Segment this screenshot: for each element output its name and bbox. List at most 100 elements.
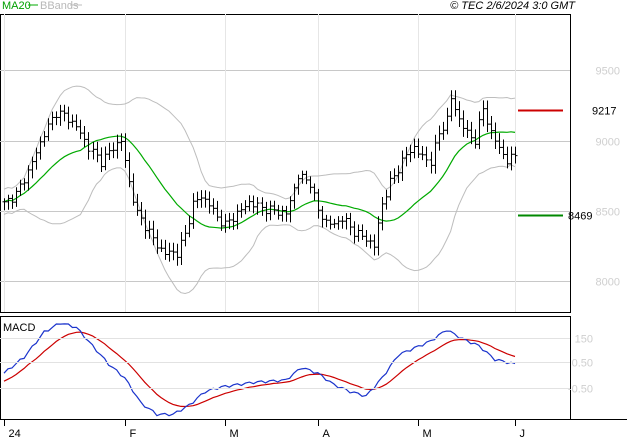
price-bar [372, 234, 377, 256]
price-bar [227, 212, 232, 230]
price-bar [424, 146, 429, 168]
price-bar [219, 209, 224, 231]
price-bar [135, 193, 140, 216]
price-bar [380, 196, 385, 231]
time-axis: 24 F M A M J [4, 419, 526, 440]
price-bar [155, 229, 160, 254]
price-bar [223, 213, 228, 233]
price-bar [493, 122, 498, 150]
price-bar [429, 151, 434, 174]
price-bar [272, 200, 277, 215]
price-bar [509, 146, 514, 171]
price-bar [203, 190, 208, 208]
price-bar [437, 125, 442, 151]
price-bar [91, 141, 96, 160]
price-bar [103, 146, 108, 171]
time-tick-label: J [520, 428, 526, 440]
price-bar [356, 224, 361, 242]
price-bar [243, 200, 248, 215]
price-bar [179, 232, 184, 265]
price-bar [348, 212, 353, 236]
price-bar [111, 142, 116, 159]
price-bar [207, 191, 212, 214]
price-bar [147, 220, 152, 239]
price-bar [46, 118, 51, 141]
price-bar [247, 195, 252, 212]
price-bar [280, 205, 285, 222]
price-bar [2, 198, 7, 211]
ma20-line [3, 131, 516, 229]
price-bar [191, 193, 196, 229]
support-resistance-levels: 9217 8469 [518, 106, 616, 223]
price-bar [211, 198, 216, 215]
price-bar [175, 243, 180, 266]
price-bar [127, 152, 132, 188]
price-bar [477, 111, 482, 150]
price-bar [50, 111, 55, 131]
price-bar [268, 200, 273, 221]
price-bar [18, 179, 23, 196]
price-bar [167, 242, 172, 262]
price-bar [396, 165, 401, 183]
price-bar [457, 101, 462, 127]
price-bar [34, 147, 39, 170]
price-bar [376, 216, 381, 256]
price-bar [115, 134, 120, 159]
price-bar [340, 215, 345, 229]
price-bar [296, 174, 301, 195]
price-bar [187, 215, 192, 238]
price-bar [74, 114, 79, 131]
price-bar [239, 203, 244, 218]
price-bar [304, 170, 309, 185]
price-bar [107, 142, 112, 161]
price-bar [66, 106, 71, 130]
price-bar [6, 194, 11, 210]
price-bar [473, 129, 478, 149]
price-bar [231, 213, 236, 230]
price-bar [469, 121, 474, 145]
price-bar [408, 144, 413, 163]
price-bar [30, 156, 35, 179]
price-bar [485, 100, 490, 133]
price-bar [58, 104, 63, 126]
price-bar [255, 197, 260, 215]
price-bar [513, 146, 518, 164]
price-bar [70, 114, 75, 128]
price-panel-frame [0, 14, 571, 313]
price-bar [260, 197, 265, 216]
bbands-legend: BBands [40, 0, 79, 12]
price-bar [344, 213, 349, 230]
price-bar [392, 168, 397, 184]
copyright-timestamp: © TEC 2/6/2024 3:0 GMT [450, 0, 576, 12]
price-bar [465, 120, 470, 139]
price-bar [445, 107, 450, 135]
macd-line [3, 323, 516, 417]
price-bar [481, 100, 486, 127]
price-bar [316, 188, 321, 219]
price-bar [324, 214, 329, 228]
price-bar [312, 183, 317, 201]
price-bar [384, 189, 389, 210]
time-tick-label: M [230, 428, 239, 440]
price-bar [360, 224, 365, 240]
price-bar [412, 138, 417, 159]
price-bar [328, 215, 333, 230]
price-bar [22, 178, 27, 191]
bollinger-bands [3, 85, 516, 295]
price-bar [78, 119, 83, 140]
price-bar [151, 220, 156, 246]
ma20-legend: MA20 [2, 0, 31, 12]
price-bar [288, 196, 293, 223]
price-bars [2, 90, 518, 266]
price-bar [364, 230, 369, 247]
price-bar [119, 133, 124, 151]
macd-axis-labels: 150 0.50 -0.50 [0, 334, 593, 396]
price-bar [62, 104, 67, 122]
price-bar [284, 205, 289, 222]
price-bar [235, 204, 240, 230]
price-bar [501, 139, 506, 160]
price-bar [489, 115, 494, 140]
price-bar [461, 110, 466, 137]
price-bar [420, 146, 425, 161]
